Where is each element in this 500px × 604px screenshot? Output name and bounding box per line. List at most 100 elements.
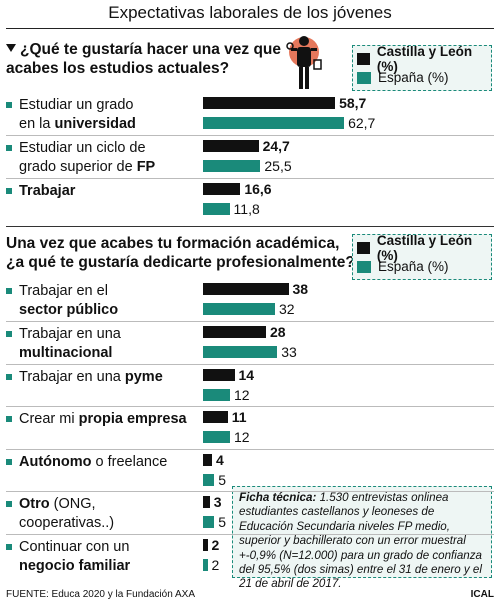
- row-divider: [6, 321, 494, 322]
- bar: [203, 160, 261, 172]
- legend-entry: España (%): [357, 257, 487, 276]
- category-label-text: cooperativas..): [19, 515, 115, 531]
- bar: [203, 369, 235, 381]
- triangle-icon: [6, 44, 16, 52]
- category-label-line: Estudiar un grado: [6, 96, 202, 115]
- data-label: 62,7: [348, 115, 376, 131]
- bar: [203, 326, 266, 338]
- legend-label: Castilla y León (%): [376, 43, 473, 74]
- bullet-icon: [6, 145, 12, 151]
- question-title-line: ¿Qué te gustaría hacer una vez que: [20, 41, 281, 58]
- category-label: Trabajar en una pyme: [6, 368, 202, 387]
- category-label-text: Trabajar en el: [19, 283, 108, 299]
- category-label-line: multinacional: [6, 344, 202, 363]
- category-label-line: Trabajar en una pyme: [6, 368, 202, 387]
- category-label-line: Estudiar un ciclo de: [6, 139, 202, 158]
- category-label-text: (ONG,: [49, 496, 96, 512]
- bar: [203, 183, 241, 195]
- category-label: Otro (ONG, cooperativas..): [6, 495, 202, 533]
- data-label: 5: [218, 472, 227, 488]
- bar: [203, 97, 336, 109]
- category-label-line: Continuar con un: [6, 538, 202, 557]
- category-label-line: grado superior de FP: [6, 158, 202, 177]
- question-title: Una vez que acabes tu formación académic…: [6, 234, 355, 272]
- legend-label: España (%): [378, 259, 449, 274]
- category-label-line: negocio familiar: [6, 557, 202, 576]
- data-label: 11: [231, 409, 247, 425]
- category-label: Trabajar en el sector público: [6, 282, 202, 320]
- data-label: 5: [218, 514, 227, 530]
- row-divider: [6, 406, 494, 407]
- question-title-line: Una vez que acabes tu formación académic…: [6, 235, 340, 252]
- bar: [203, 431, 230, 443]
- section-divider: [6, 226, 494, 227]
- row-divider: [6, 364, 494, 365]
- category-label: Estudiar un grado en la universidad: [6, 96, 202, 134]
- legend-label: Castilla y León (%): [376, 232, 473, 263]
- legend-entry: Castilla y León (%): [357, 44, 487, 74]
- technical-note-label: Ficha técnica:: [239, 491, 317, 504]
- category-label: Continuar con un negocio familiar: [6, 538, 202, 576]
- bullet-icon: [6, 288, 12, 294]
- data-label: 12: [234, 429, 250, 445]
- category-label-line: Crear mi propia empresa: [6, 410, 202, 429]
- data-label: 3: [213, 494, 222, 510]
- data-label: 25,5: [264, 158, 292, 174]
- legend-swatch: [357, 71, 371, 84]
- technical-note-text: 1.530 entrevistas onlinea estudiantes ca…: [239, 491, 482, 591]
- source-footer: FUENTE: Educa 2020 y la Fundación AXA: [6, 589, 195, 600]
- category-label-text: Estudiar un grado: [19, 97, 134, 113]
- category-label-text: Crear mi: [19, 411, 79, 427]
- category-label-text: Autónomo: [19, 454, 92, 470]
- category-label-text: Estudiar un ciclo de: [19, 140, 146, 156]
- category-label-text: Otro: [19, 496, 50, 512]
- bar: [203, 203, 230, 215]
- bar: [203, 283, 289, 295]
- category-label-line: sector público: [6, 301, 202, 320]
- category-label-text: propia empresa: [78, 411, 187, 427]
- person-icon: [286, 36, 322, 89]
- category-label-text: sector público: [19, 302, 119, 318]
- category-label: Autónomo o freelance: [6, 453, 202, 472]
- data-label: 11,8: [233, 201, 260, 217]
- category-label-text: universidad: [54, 116, 136, 132]
- bar: [203, 559, 208, 571]
- legend-swatch: [357, 260, 371, 273]
- data-label: 12: [234, 387, 250, 403]
- data-label: 32: [279, 301, 295, 317]
- bar: [203, 303, 275, 315]
- agency-credit: ICAL: [470, 589, 494, 600]
- row-divider: [6, 534, 494, 535]
- category-label-line: Trabajar: [6, 182, 202, 201]
- category-label-text: Trabajar en una: [19, 369, 125, 385]
- category-label-text: Trabajar en una: [19, 326, 121, 342]
- legend: Castilla y León (%) España (%): [352, 44, 492, 91]
- legend-label: España (%): [378, 70, 449, 85]
- category-label-text: FP: [136, 159, 156, 175]
- bullet-icon: [6, 374, 12, 380]
- category-label-text: o freelance: [91, 454, 168, 470]
- bullet-icon: [6, 331, 12, 337]
- bar: [203, 140, 259, 152]
- bullet-icon: [6, 544, 12, 550]
- question-title: ¿Qué te gustaría hacer una vez que acabes…: [6, 40, 281, 78]
- chart-title: Expectativas laborales de los jóvenes: [108, 3, 392, 22]
- category-label-text: negocio familiar: [19, 558, 131, 574]
- legend-entry: España (%): [357, 68, 487, 87]
- row-divider: [6, 135, 494, 136]
- category-label: Crear mi propia empresa: [6, 410, 202, 429]
- data-label: 2: [211, 557, 220, 573]
- category-label-text: multinacional: [19, 345, 113, 361]
- category-label: Trabajar en una multinacional: [6, 325, 202, 363]
- data-label: 24,7: [262, 138, 290, 154]
- title-divider: [6, 28, 494, 29]
- bullet-icon: [6, 102, 12, 108]
- row-divider: [6, 178, 494, 179]
- question-title-line: ¿a qué te gustaría dedicarte profesional…: [6, 254, 355, 271]
- data-label: 58,7: [339, 95, 367, 111]
- category-label-text: grado superior de: [19, 159, 137, 175]
- question-title-line: acabes los estudios actuales?: [6, 60, 230, 77]
- legend-entry: Castilla y León (%): [357, 233, 487, 263]
- legend-swatch: [357, 241, 370, 254]
- bullet-icon: [6, 188, 12, 194]
